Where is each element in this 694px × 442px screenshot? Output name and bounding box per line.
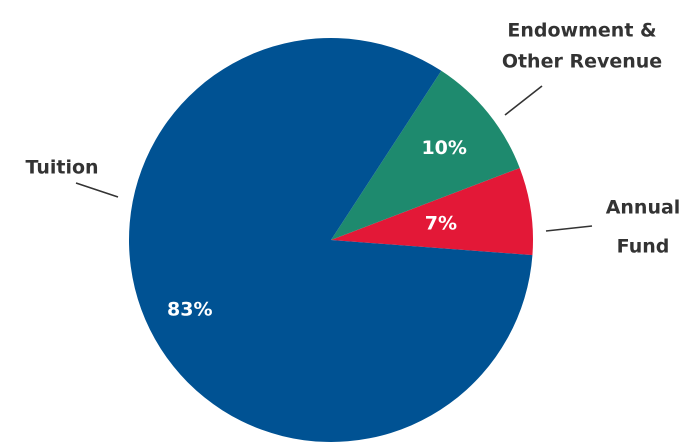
slice-value-labels: 7% 10% 83% [167,137,467,320]
callout-label-tuition: Tuition [25,157,98,179]
leader-line-tuition [75,182,119,198]
callout-label-endowment-other-revenue-line-2: Other Revenue [502,51,662,73]
pie-slice-tuition [129,38,533,442]
slice-value-annual-fund: 7% [425,212,457,234]
pie-slice-endowment-other-revenue [331,70,520,240]
pie-slices [129,38,533,442]
leader-line-annual-fund [545,225,593,232]
callout-label-annual-fund-line-1: Annual [606,197,681,219]
callout-label-endowment-other-revenue-line-1: Endowment & [507,20,656,42]
callout-label-annual-fund-line-2: Fund [617,236,670,258]
pie-slice-annual-fund [331,167,533,256]
slice-value-tuition: 83% [167,298,212,320]
slice-value-endowment-other-revenue: 10% [421,137,466,159]
leader-line-endowment-other-revenue [504,85,543,116]
callout-labels: Annual Fund Endowment & Other Revenue Tuitio… [25,20,680,258]
